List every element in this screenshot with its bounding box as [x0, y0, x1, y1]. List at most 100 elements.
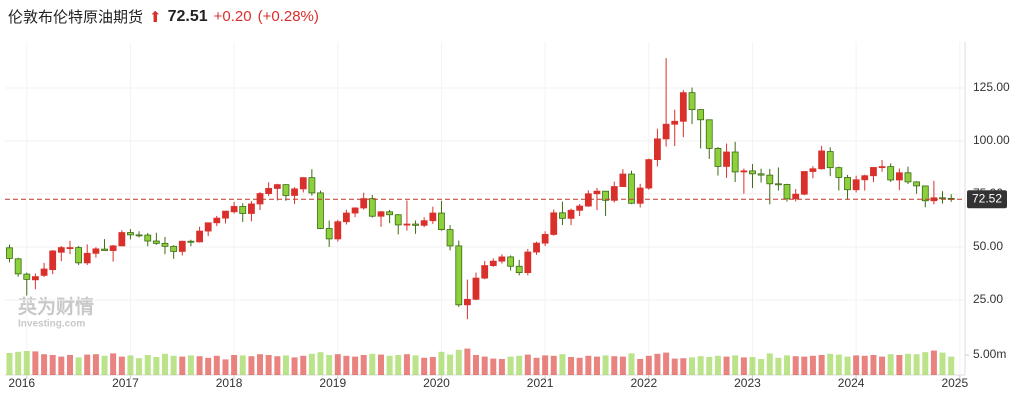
volume-bar — [758, 359, 765, 375]
volume-bar — [282, 355, 289, 375]
volume-bar — [308, 353, 315, 375]
instrument-title: 伦敦布伦特原油期货 — [8, 9, 144, 26]
candle-body — [654, 138, 661, 161]
volume-bar — [922, 352, 929, 375]
candle-body — [161, 242, 169, 247]
volume-bar — [23, 351, 30, 375]
volume-bar — [231, 355, 238, 375]
candle-body — [774, 183, 782, 186]
candle-body — [282, 184, 290, 196]
candle-body — [118, 232, 126, 247]
candle-body — [593, 190, 601, 195]
candle-body — [619, 173, 627, 187]
volume-bar — [593, 356, 600, 375]
candle-body — [213, 217, 221, 224]
candle-body — [204, 222, 212, 232]
candle-body — [360, 198, 368, 209]
volume-bar — [524, 354, 531, 375]
candle-body — [101, 248, 108, 251]
candle-body — [939, 197, 946, 200]
volume-bar — [239, 355, 246, 375]
y-tick-label: 125.00 — [973, 80, 1010, 94]
candle-body — [489, 260, 497, 267]
volume-bar — [464, 348, 471, 375]
candle-body — [230, 206, 238, 213]
volume-bar — [818, 355, 825, 375]
candle-body — [723, 151, 730, 167]
volume-bar — [835, 354, 842, 375]
candle-body — [394, 214, 402, 226]
volume-bar — [136, 358, 143, 375]
candle-body — [463, 298, 471, 306]
volume-bar — [274, 356, 281, 375]
volume-bar — [887, 354, 894, 375]
candle-body — [187, 240, 195, 243]
volume-bar — [32, 351, 39, 375]
volume-bar — [118, 356, 125, 375]
volume-bar — [507, 356, 514, 375]
volume-bar — [257, 354, 264, 375]
volume-bar — [930, 350, 937, 375]
volume-bar — [827, 353, 834, 375]
candle-body — [844, 177, 851, 191]
volume-bar — [412, 355, 419, 375]
x-tick-label: 2020 — [423, 376, 450, 390]
volume-bar — [161, 353, 168, 375]
candle-body — [446, 229, 454, 247]
candle-body — [792, 193, 800, 200]
volume-bar — [110, 353, 117, 375]
volume-bar — [948, 356, 955, 375]
volume-bar — [334, 354, 341, 375]
volume-bar — [386, 355, 393, 375]
volume-bar — [92, 354, 99, 375]
candle-body — [66, 247, 74, 249]
volume-bar — [213, 355, 220, 375]
candle-body — [628, 173, 635, 204]
watermark-brand: 英为财情 — [18, 295, 94, 318]
volume-bar — [576, 357, 583, 375]
volume-bar — [378, 354, 385, 375]
volume-bar — [550, 355, 557, 375]
candle-body — [109, 245, 117, 251]
volume-bar — [472, 355, 479, 375]
candle-body — [152, 240, 160, 244]
volume-bar — [429, 357, 436, 375]
candle-body — [265, 188, 273, 194]
volume-bar — [447, 354, 454, 375]
x-tick-label: 2025 — [941, 376, 968, 390]
volume-bar — [516, 355, 523, 375]
volume-bar — [671, 358, 678, 375]
volume-bar — [403, 354, 410, 375]
volume-bar — [205, 357, 212, 375]
price-label-box — [967, 190, 1007, 209]
candle-body — [662, 123, 670, 140]
watermark-site: Investing.com — [18, 319, 85, 330]
candle-body — [144, 234, 152, 242]
candle-body — [325, 228, 333, 240]
change-percent: (+0.28%) — [257, 8, 319, 25]
up-arrow: ⬆ — [149, 8, 162, 26]
volume-bar — [455, 349, 462, 375]
candle-body — [671, 120, 679, 125]
candle-body — [248, 203, 255, 214]
volume-bar — [421, 357, 428, 375]
candle-body — [342, 212, 350, 223]
candle-body — [351, 207, 359, 214]
candle-body — [438, 212, 445, 230]
candle-body — [688, 92, 696, 111]
volume-bar — [628, 353, 635, 375]
candle-body — [809, 168, 817, 172]
volume-bar — [15, 351, 22, 375]
candle-body — [273, 184, 281, 189]
candle-body — [368, 198, 376, 217]
candle-body — [386, 211, 394, 216]
candle-body — [507, 256, 515, 267]
candle-body — [852, 179, 860, 191]
volume-bar — [663, 352, 670, 375]
change: +0.20 — [213, 8, 252, 25]
candle-body — [92, 248, 100, 254]
candle-body — [567, 209, 575, 219]
volume-bar — [490, 358, 497, 375]
candle-body — [515, 265, 523, 274]
candle-body — [645, 159, 653, 189]
